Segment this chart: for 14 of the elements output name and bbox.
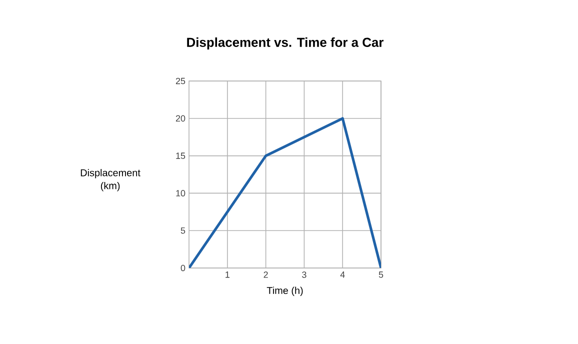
x-tick-label: 1 [226,272,230,278]
y-tick-label: 20 [176,115,186,122]
y-tick-label: 5 [180,227,186,234]
x-tick-label: 2 [264,272,268,278]
y-axis-title: Displacement (km) [80,168,140,192]
y-tick-label: 15 [176,152,186,159]
x-tick-label: 5 [378,272,384,278]
x-tick-label: 3 [302,272,306,278]
y-tick-label: 10 [176,190,186,196]
y-tick-label: 25 [176,78,186,84]
chart-title: Displacement vs. Time for a Car [187,37,384,50]
y-tick-label: 0 [180,264,186,272]
x-tick-label: 4 [340,272,345,278]
x-axis-title: Time (h) [266,286,303,296]
